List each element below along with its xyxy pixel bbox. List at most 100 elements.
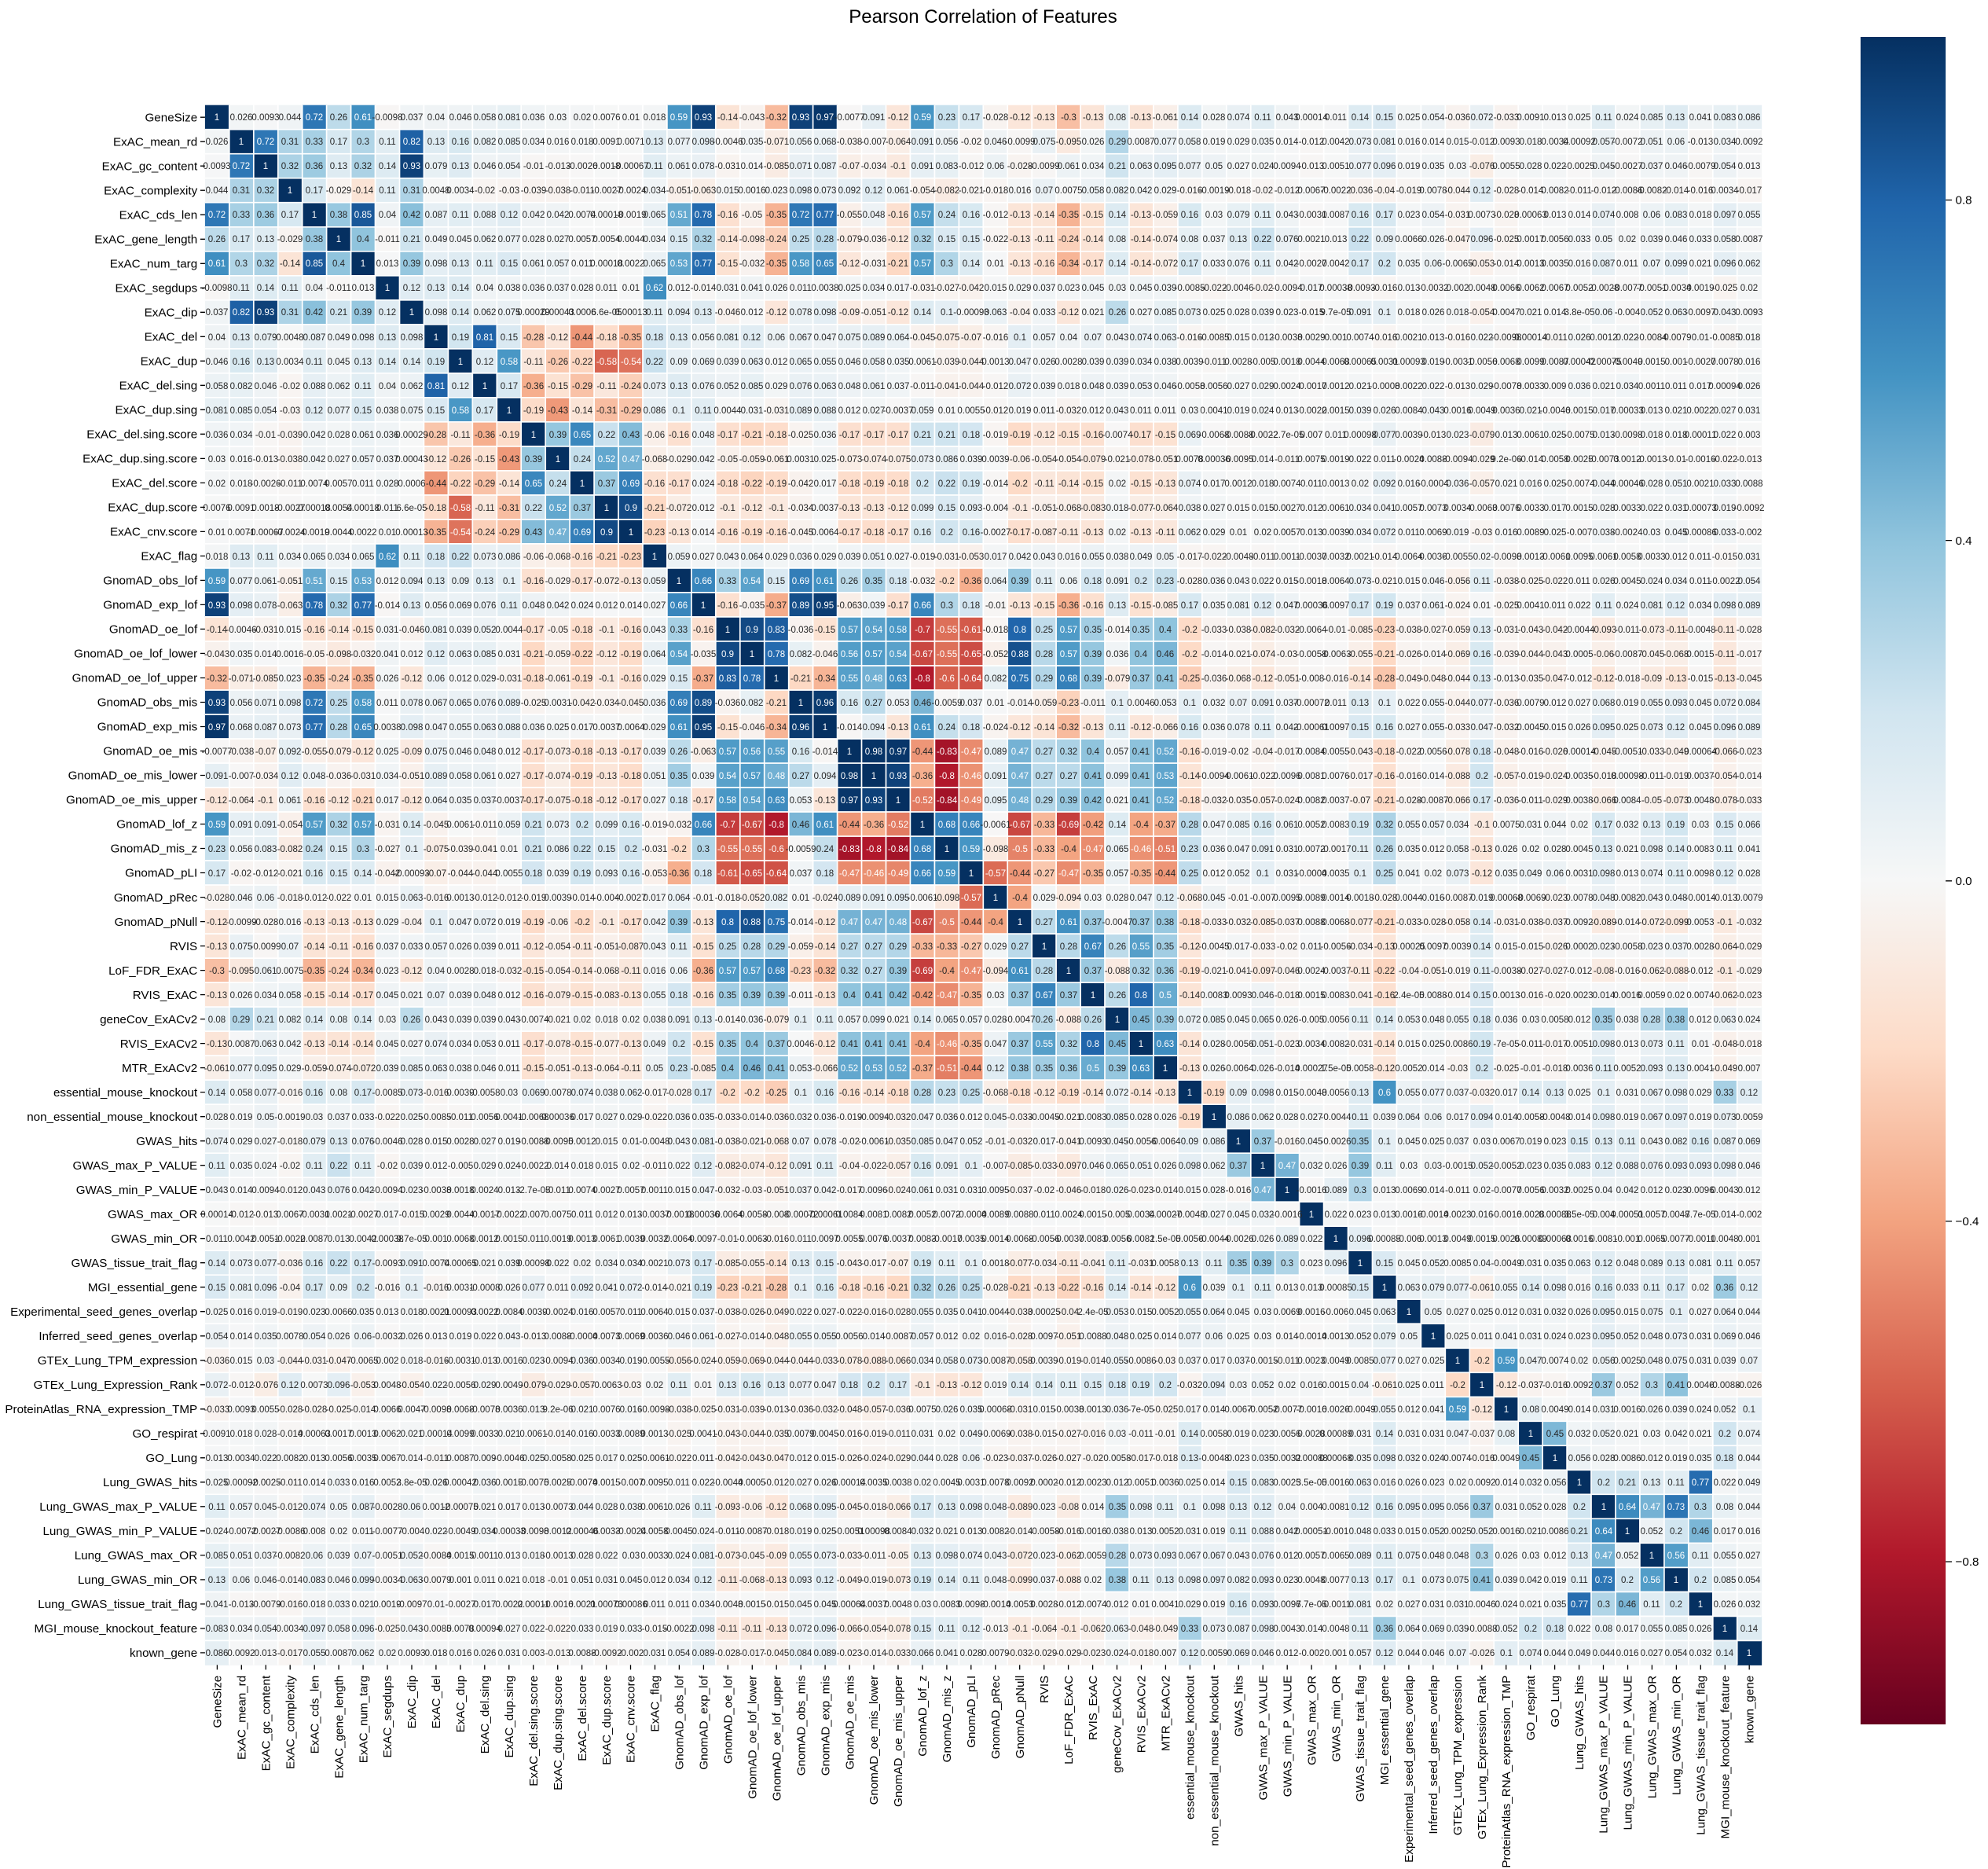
svg-text:1: 1 bbox=[361, 259, 365, 269]
svg-text:0.037: 0.037 bbox=[401, 113, 424, 123]
svg-text:0.042: 0.042 bbox=[303, 455, 326, 464]
svg-text:0.076: 0.076 bbox=[790, 382, 812, 391]
svg-text:-0.01: -0.01 bbox=[255, 431, 276, 440]
svg-text:0.13: 0.13 bbox=[427, 138, 445, 147]
svg-text:-0.016: -0.016 bbox=[1688, 186, 1714, 196]
svg-text:0.0044: 0.0044 bbox=[713, 406, 742, 416]
svg-text:0.81: 0.81 bbox=[476, 333, 493, 343]
svg-text:0.08: 0.08 bbox=[1109, 235, 1126, 244]
svg-text:0.062: 0.062 bbox=[328, 382, 350, 391]
svg-text:0.4: 0.4 bbox=[332, 259, 346, 269]
svg-text:0.023: 0.023 bbox=[765, 186, 788, 196]
svg-text:-0.0019: -0.0019 bbox=[1198, 186, 1229, 196]
svg-text:-0.17: -0.17 bbox=[839, 431, 860, 440]
svg-text:-0.17: -0.17 bbox=[1131, 431, 1151, 440]
svg-text:-0.02: -0.02 bbox=[961, 138, 981, 147]
svg-text:-0.21: -0.21 bbox=[888, 259, 908, 269]
svg-text:-0.071: -0.071 bbox=[764, 138, 790, 147]
svg-text:0.17: 0.17 bbox=[306, 186, 323, 196]
svg-text:0.073: 0.073 bbox=[1179, 308, 1201, 318]
svg-text:-0.027: -0.027 bbox=[934, 284, 960, 293]
svg-text:0.01: 0.01 bbox=[938, 406, 955, 416]
svg-text:-0.17: -0.17 bbox=[864, 431, 884, 440]
svg-text:-0.031: -0.031 bbox=[910, 284, 936, 293]
svg-text:0.077: 0.077 bbox=[1154, 138, 1177, 147]
svg-text:0.011: 0.011 bbox=[790, 284, 812, 293]
svg-text:0.037: 0.037 bbox=[206, 308, 229, 318]
svg-text:-0.038: -0.038 bbox=[277, 455, 303, 464]
svg-text:0.14: 0.14 bbox=[914, 308, 932, 318]
svg-text:0.077: 0.077 bbox=[1374, 431, 1396, 440]
svg-text:-0.03: -0.03 bbox=[280, 406, 300, 416]
svg-text:0.024: 0.024 bbox=[1252, 406, 1275, 416]
svg-text:0.065: 0.065 bbox=[790, 358, 812, 367]
svg-text:0.043: 0.043 bbox=[1276, 211, 1299, 220]
svg-text:-0.025: -0.025 bbox=[1712, 284, 1738, 293]
svg-text:0.00098: 0.00098 bbox=[1344, 431, 1377, 440]
svg-text:0.034: 0.034 bbox=[644, 186, 666, 196]
svg-text:0.026: 0.026 bbox=[1422, 235, 1445, 244]
svg-text:0.11: 0.11 bbox=[695, 406, 712, 416]
svg-text:0.079: 0.079 bbox=[255, 333, 277, 343]
svg-text:0.11: 0.11 bbox=[354, 382, 372, 391]
svg-text:0.091: 0.091 bbox=[911, 138, 934, 147]
svg-text:-0.24: -0.24 bbox=[621, 382, 642, 391]
svg-text:-0.14: -0.14 bbox=[1131, 235, 1152, 244]
svg-text:0.036: 0.036 bbox=[814, 431, 837, 440]
svg-text:0.087: 0.087 bbox=[1593, 259, 1616, 269]
svg-text:-0.19: -0.19 bbox=[499, 431, 519, 440]
svg-text:0.091: 0.091 bbox=[1349, 308, 1372, 318]
svg-text:-0.016: -0.016 bbox=[1445, 333, 1471, 343]
svg-text:0.043: 0.043 bbox=[1714, 308, 1737, 318]
svg-text:0.099: 0.099 bbox=[1665, 259, 1688, 269]
svg-text:0.016: 0.016 bbox=[1398, 138, 1421, 147]
svg-text:0.081: 0.081 bbox=[1374, 138, 1396, 147]
svg-text:0.31: 0.31 bbox=[403, 186, 420, 196]
svg-text:-0.07: -0.07 bbox=[961, 333, 981, 343]
svg-text:0.013: 0.013 bbox=[376, 259, 399, 269]
svg-text:0.0022: 0.0022 bbox=[617, 259, 644, 269]
svg-text:0.012: 0.012 bbox=[741, 308, 764, 318]
svg-text:-0.0077: -0.0077 bbox=[834, 113, 864, 123]
svg-text:0.014: 0.014 bbox=[1568, 211, 1591, 220]
svg-text:0.097: 0.097 bbox=[1714, 211, 1737, 220]
svg-text:0.027: 0.027 bbox=[1130, 308, 1153, 318]
svg-text:0.0051: 0.0051 bbox=[1322, 162, 1349, 171]
svg-text:-0.064: -0.064 bbox=[886, 138, 911, 147]
svg-text:0.03: 0.03 bbox=[549, 113, 567, 123]
svg-text:-0.039: -0.039 bbox=[521, 186, 547, 196]
svg-text:-0.18: -0.18 bbox=[766, 431, 787, 440]
svg-text:0.72: 0.72 bbox=[306, 113, 323, 123]
svg-text:0.13: 0.13 bbox=[670, 333, 688, 343]
svg-text:0.0012: 0.0012 bbox=[1322, 382, 1349, 391]
svg-text:-0.025: -0.025 bbox=[1494, 235, 1520, 244]
svg-text:0.018: 0.018 bbox=[1058, 382, 1080, 391]
svg-text:0.079: 0.079 bbox=[1227, 211, 1250, 220]
svg-text:0.028: 0.028 bbox=[328, 431, 350, 440]
svg-text:0.087: 0.087 bbox=[425, 211, 448, 220]
svg-text:0.0093: 0.0093 bbox=[251, 113, 279, 123]
svg-text:-0.031: -0.031 bbox=[715, 162, 741, 171]
svg-text:-0.0099: -0.0099 bbox=[1029, 162, 1059, 171]
svg-text:0.026: 0.026 bbox=[230, 113, 253, 123]
svg-text:-0.24: -0.24 bbox=[766, 235, 787, 244]
svg-text:0.00011: 0.00011 bbox=[1685, 431, 1717, 440]
svg-text:0.027: 0.027 bbox=[1227, 162, 1250, 171]
svg-text:0.78: 0.78 bbox=[695, 211, 712, 220]
svg-text:0.028: 0.028 bbox=[1520, 162, 1542, 171]
svg-text:0.13: 0.13 bbox=[695, 308, 712, 318]
svg-text:0.036: 0.036 bbox=[523, 113, 545, 123]
svg-text:0.024: 0.024 bbox=[1252, 162, 1275, 171]
svg-text:0.063: 0.063 bbox=[985, 308, 1007, 318]
svg-text:0.06: 0.06 bbox=[1595, 308, 1612, 318]
svg-text:0.037: 0.037 bbox=[1033, 284, 1056, 293]
svg-text:-0.14: -0.14 bbox=[1034, 211, 1055, 220]
svg-text:0.12: 0.12 bbox=[476, 358, 493, 367]
svg-text:0.039: 0.039 bbox=[1252, 308, 1275, 318]
svg-text:0.075: 0.075 bbox=[1033, 138, 1056, 147]
svg-text:0.029: 0.029 bbox=[1009, 284, 1032, 293]
svg-text:0.0048: 0.0048 bbox=[422, 186, 449, 196]
svg-text:0.58: 0.58 bbox=[501, 358, 518, 367]
svg-text:-0.028: -0.028 bbox=[983, 113, 1009, 123]
svg-text:0.0084: 0.0084 bbox=[1395, 406, 1423, 416]
